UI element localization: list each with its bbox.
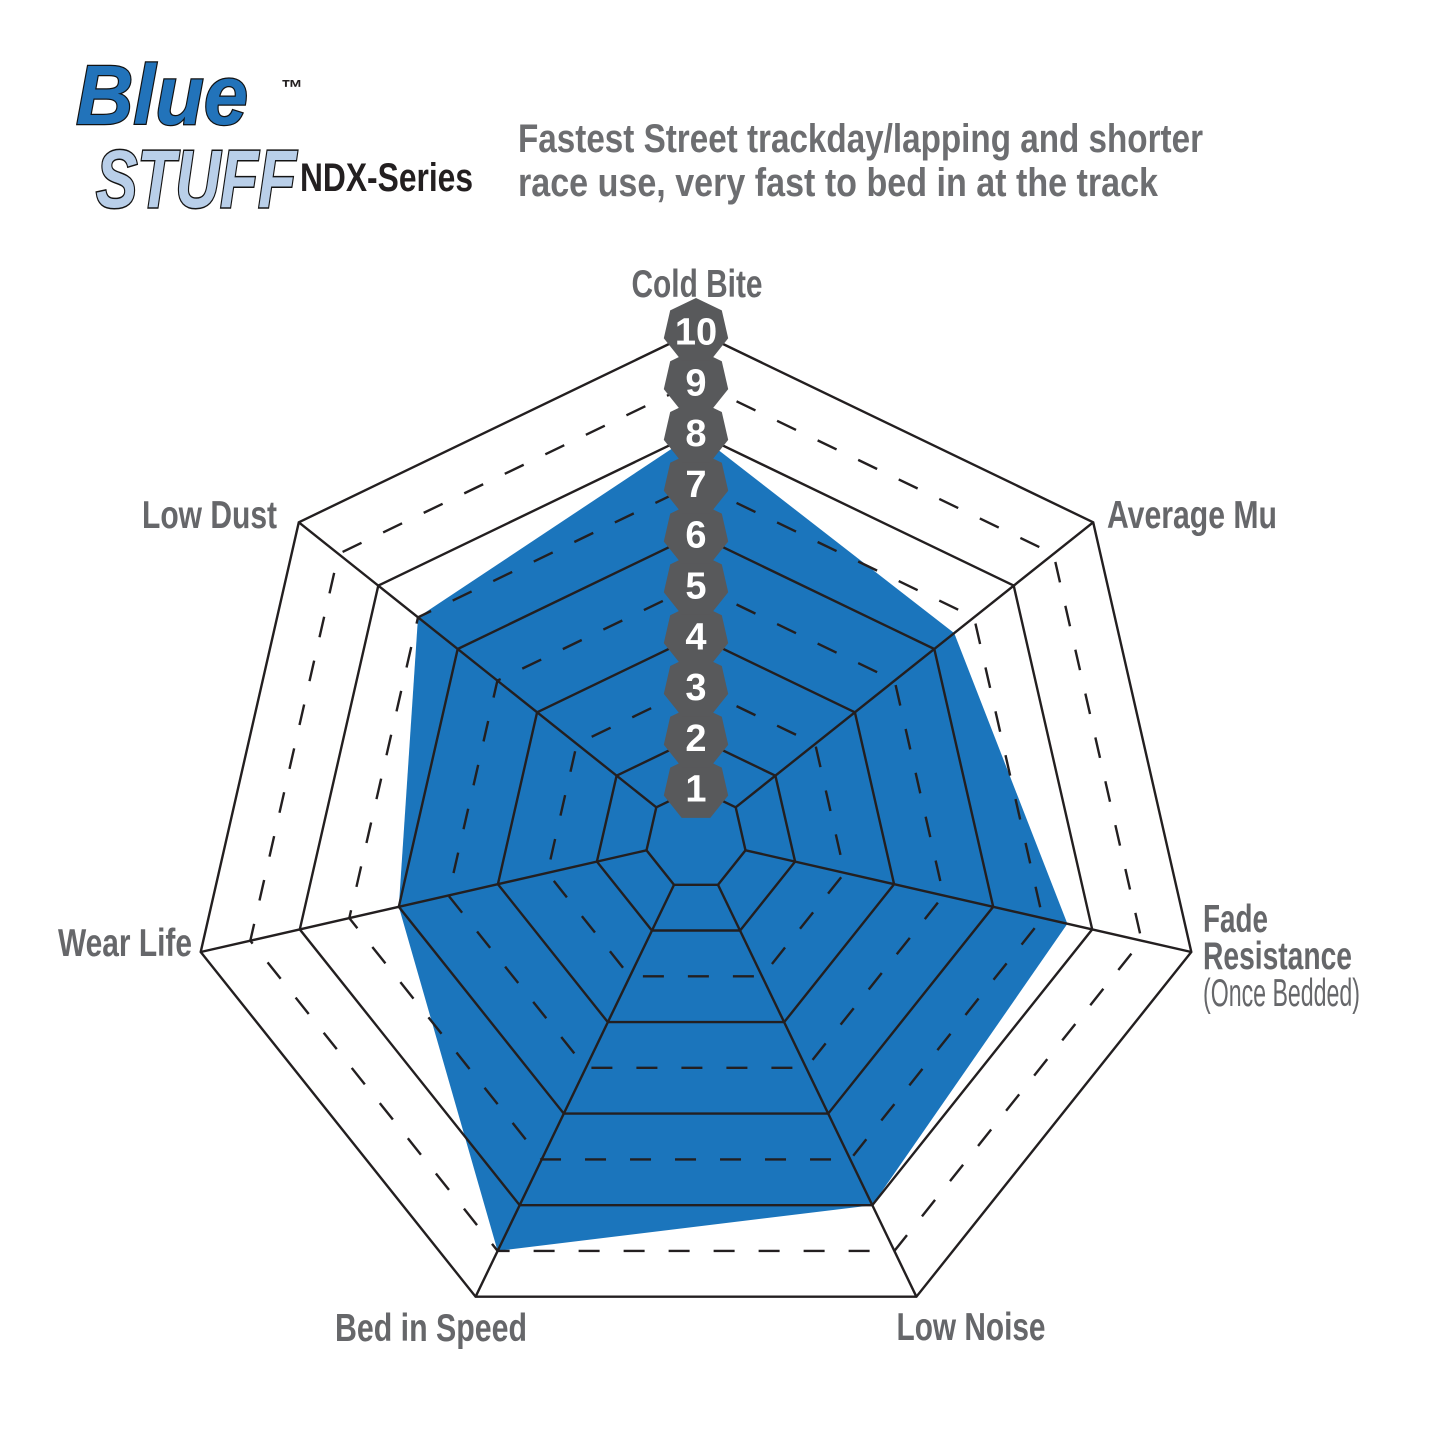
logo-stuff-text: STUFF <box>96 134 297 225</box>
axis-label-text: Resistance <box>1203 935 1352 978</box>
grid-ring-solid-1 <box>645 786 747 886</box>
scale-badge-heptagon-icon <box>663 755 729 818</box>
axis-label-text: Average Mu <box>1107 494 1277 537</box>
product-description: Fastest Street trackday/lapping and shor… <box>518 117 1203 205</box>
data-polygon <box>398 432 1068 1251</box>
scale-badge-heptagon-icon <box>663 704 729 768</box>
grid-ring-solid-10 <box>199 329 1193 1298</box>
scale-badge-heptagon-icon <box>663 653 729 717</box>
scale-badge-heptagon-icon <box>663 552 729 615</box>
scale-badge-8: 8 <box>663 399 729 463</box>
axis-spoke-5 <box>200 849 647 954</box>
grid-ring-solid-8 <box>298 431 1094 1207</box>
scale-badge-number: 7 <box>685 464 706 506</box>
scale-badge-number: 8 <box>685 413 706 455</box>
grid-ring-solid-4 <box>496 634 896 1024</box>
scale-badge-number: 5 <box>685 566 706 608</box>
scale-badge-number: 2 <box>685 718 706 760</box>
axis-label-text: Low Noise <box>897 1306 1046 1349</box>
scale-badge-3: 3 <box>663 653 729 717</box>
scale-badge-number: 10 <box>675 312 717 354</box>
axis-label-low-noise: Low Noise <box>897 1306 1046 1349</box>
axis-label-text: Low Dust <box>142 494 277 537</box>
scale-badge-number: 4 <box>685 616 706 658</box>
scale-badge-number: 3 <box>685 667 706 709</box>
axis-label-cold-bite: Cold Bite <box>632 263 763 306</box>
scale-badge-number: 6 <box>685 515 706 557</box>
scale-badge-2: 2 <box>663 704 729 768</box>
axis-spoke-2 <box>745 849 1192 954</box>
trademark-icon: ™ <box>281 75 303 100</box>
scale-badge-10: 10 <box>663 298 729 361</box>
axis-spoke-6 <box>298 521 658 809</box>
scale-badge-9: 9 <box>663 348 729 412</box>
axis-sublabel-text: (Once Bedded) <box>1203 972 1360 1015</box>
scale-badge-4: 4 <box>663 602 729 666</box>
scale-badge-heptagon-icon <box>663 501 729 564</box>
scale-badge-heptagon-icon <box>663 450 729 514</box>
axis-label-text: Cold Bite <box>632 263 763 306</box>
radar-chart: 1 2 3 4 5 6 7 8 9 10 Cold Bite Average Mu FadeResist… <box>58 263 1360 1350</box>
grid-ring-solid-6 <box>397 532 995 1115</box>
axis-label-text: Wear Life <box>58 922 192 965</box>
scale-badge-heptagon-icon <box>663 298 729 361</box>
scale-badge-number: 9 <box>685 362 706 404</box>
axis-spoke-1 <box>734 521 1094 809</box>
scale-badge-number: 1 <box>685 769 706 811</box>
scale-badge-heptagon-icon <box>663 348 729 412</box>
axis-spoke-4 <box>474 884 676 1298</box>
scale-badge-5: 5 <box>663 552 729 615</box>
bluestuff-logo: Blue STUFF ™ NDX-Series <box>75 47 473 227</box>
scale-badge-heptagon-icon <box>663 399 729 463</box>
description-line-2: race use, very fast to bed in at the tra… <box>518 161 1159 205</box>
scale-badge-6: 6 <box>663 501 729 564</box>
grid-ring-dashed-7 <box>348 482 1044 1161</box>
axis-label-wear-life: Wear Life <box>58 922 192 965</box>
scale-badge-7: 7 <box>663 450 729 514</box>
axis-label-text: Fade <box>1203 898 1268 941</box>
series-name: NDX-Series <box>300 156 473 200</box>
scale-badge-heptagon-icon <box>663 602 729 666</box>
grid-ring-dashed-3 <box>546 685 846 978</box>
axis-label-low-dust: Low Dust <box>142 494 277 537</box>
grid-ring-dashed-9 <box>249 380 1143 1253</box>
grid-ring-solid-2 <box>595 736 797 932</box>
axis-label-average-mu: Average Mu <box>1107 494 1277 537</box>
description-line-1: Fastest Street trackday/lapping and shor… <box>518 117 1203 161</box>
scale-badge-1: 1 <box>663 755 729 818</box>
axis-label-text: Bed in Speed <box>335 1307 527 1350</box>
logo-blue-text: Blue <box>76 48 248 142</box>
grid-ring-dashed-5 <box>447 583 945 1070</box>
axis-spoke-3 <box>716 884 918 1298</box>
axis-label-bed-in-speed: Bed in Speed <box>335 1307 527 1350</box>
